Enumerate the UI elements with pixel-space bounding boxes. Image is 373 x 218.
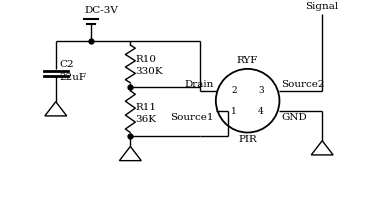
Text: C2: C2 — [60, 60, 74, 69]
Text: PIR: PIR — [238, 136, 257, 145]
Text: 22uF: 22uF — [60, 73, 87, 82]
Text: DC-3V: DC-3V — [85, 6, 119, 15]
Text: 4: 4 — [258, 107, 264, 116]
Text: Source2: Source2 — [282, 80, 325, 89]
Text: 3: 3 — [258, 85, 264, 95]
Text: 36K: 36K — [135, 115, 156, 124]
Text: Signal: Signal — [305, 2, 339, 11]
Text: R11: R11 — [135, 103, 156, 112]
Text: 2: 2 — [232, 85, 237, 95]
Text: RYF: RYF — [237, 56, 258, 65]
Text: Drain: Drain — [185, 80, 214, 89]
Text: R10: R10 — [135, 55, 156, 65]
Text: GND: GND — [282, 113, 307, 122]
Text: 330K: 330K — [135, 67, 163, 76]
Text: Source1: Source1 — [170, 113, 214, 122]
Text: 1: 1 — [231, 107, 237, 116]
